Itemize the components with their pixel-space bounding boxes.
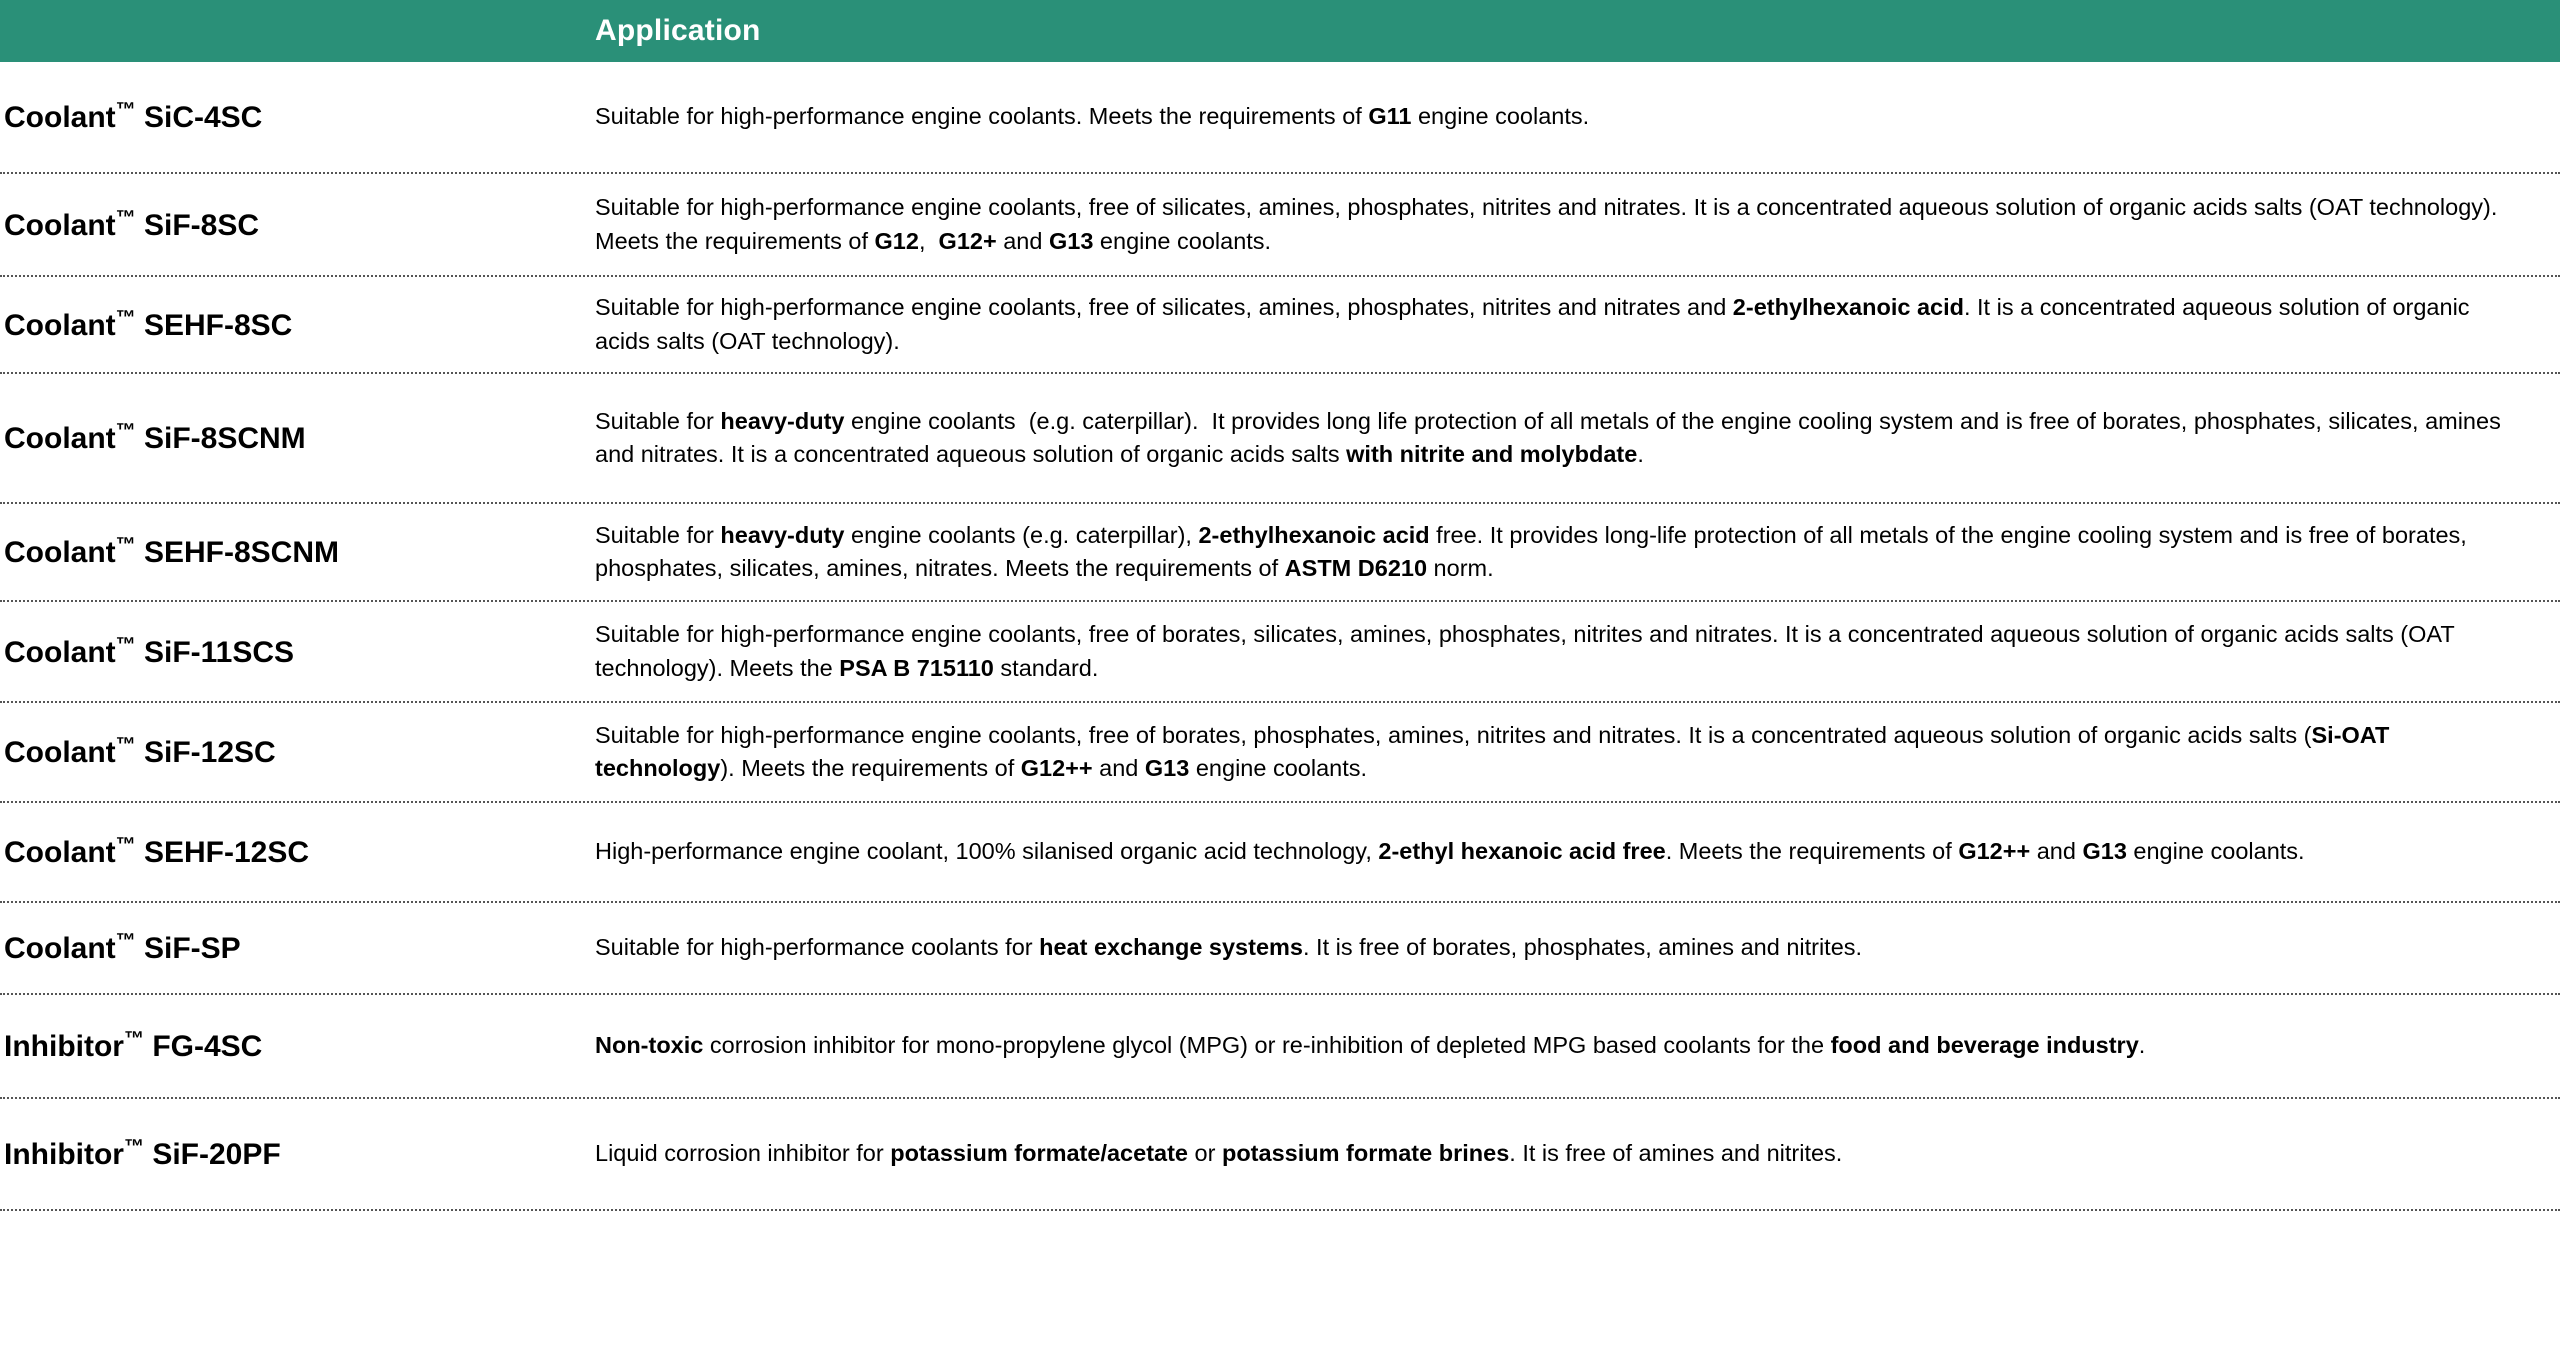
table-row: Inhibitor™ SiF-20PF Liquid corrosion inh… — [0, 1099, 2560, 1211]
application-cell: Non-toxic corrosion inhibitor for mono-p… — [595, 1032, 2146, 1059]
product-name-cell: Coolant™ SEHF-8SC — [0, 306, 595, 344]
product-grade: SiC-4SC — [135, 101, 263, 134]
product-name-cell: Coolant™ SiC-4SC — [0, 98, 595, 136]
product-grade: SiF-20PF — [143, 1138, 281, 1171]
product-name-cell: Coolant™ SiF-8SCNM — [0, 419, 595, 457]
product-name-cell: Coolant™ SiF-8SC — [0, 206, 595, 244]
table-row: Coolant™ SiF-SP Suitable for high-perfor… — [0, 903, 2560, 995]
product-brand: Coolant — [4, 736, 116, 769]
product-brand: Coolant — [4, 536, 116, 569]
product-grade: SiF-12SC — [135, 736, 276, 769]
table-row: Coolant™ SiF-12SC Suitable for high-perf… — [0, 703, 2560, 803]
table-row: Coolant™ SiF-8SC Suitable for high-perfo… — [0, 174, 2560, 277]
table-row: Coolant™ SEHF-8SC Suitable for high-perf… — [0, 277, 2560, 374]
application-cell: Suitable for high-performance engine coo… — [595, 103, 1590, 130]
product-brand: Coolant — [4, 208, 116, 242]
application-cell: Suitable for high-performance engine coo… — [595, 194, 2498, 254]
product-grade: SiF-8SCNM — [135, 422, 306, 455]
table-row: Coolant™ SiF-11SCS Suitable for high-per… — [0, 602, 2560, 703]
product-name-cell: Inhibitor™ SiF-20PF — [0, 1135, 595, 1173]
product-brand: Coolant — [4, 932, 116, 965]
application-cell: Suitable for heavy-duty engine coolants … — [595, 407, 2501, 467]
product-name-cell: Coolant™ SiF-11SCS — [0, 633, 595, 671]
table-row: Inhibitor™ FG-4SC Non-toxic corrosion in… — [0, 995, 2560, 1099]
product-brand: Coolant — [4, 308, 116, 342]
trademark-icon: ™ — [115, 834, 136, 856]
trademark-icon: ™ — [115, 99, 136, 121]
product-name-cell: Coolant™ SEHF-8SCNM — [0, 533, 595, 571]
column-header-application: Application — [595, 14, 761, 47]
table-header-row: Application — [0, 0, 2560, 62]
product-name-cell: Coolant™ SiF-SP — [0, 929, 595, 967]
table-body: Coolant™ SiC-4SC Suitable for high-perfo… — [0, 62, 2560, 1361]
product-brand: Coolant — [4, 635, 116, 669]
table-row: Coolant™ SiF-8SCNM Suitable for heavy-du… — [0, 374, 2560, 504]
application-cell: Suitable for high-performance engine coo… — [595, 621, 2455, 681]
product-name-cell: Inhibitor™ FG-4SC — [0, 1027, 595, 1065]
product-name-cell: Coolant™ SiF-12SC — [0, 733, 595, 771]
trademark-icon: ™ — [123, 1028, 144, 1050]
trademark-icon: ™ — [115, 306, 136, 329]
trademark-icon: ™ — [123, 1136, 144, 1158]
trademark-icon: ™ — [115, 534, 136, 556]
table-row: Coolant™ SiC-4SC Suitable for high-perfo… — [0, 62, 2560, 174]
application-cell: High-performance engine coolant, 100% si… — [595, 838, 2305, 865]
table-row: Coolant™ SEHF-8SCNM Suitable for heavy-d… — [0, 504, 2560, 602]
product-brand: Inhibitor — [4, 1138, 124, 1171]
trademark-icon: ™ — [115, 420, 136, 442]
application-cell: Suitable for heavy-duty engine coolants … — [595, 521, 2467, 581]
product-grade: SiF-8SC — [135, 208, 260, 242]
product-grade: SiF-SP — [135, 932, 241, 965]
table-row: Coolant™ SEHF-12SC High-performance engi… — [0, 803, 2560, 903]
product-grade: SiF-11SCS — [135, 635, 295, 669]
product-grade: SEHF-8SCNM — [135, 536, 340, 569]
product-name-cell: Coolant™ SEHF-12SC — [0, 833, 595, 871]
application-cell: Liquid corrosion inhibitor for potassium… — [595, 1140, 1843, 1167]
trademark-icon: ™ — [115, 206, 136, 229]
trademark-icon: ™ — [115, 930, 136, 952]
application-cell: Suitable for high-performance engine coo… — [595, 721, 2390, 781]
product-brand: Coolant — [4, 836, 116, 869]
product-grade: SEHF-12SC — [135, 836, 310, 869]
product-brand: Coolant — [4, 422, 116, 455]
product-grade: FG-4SC — [143, 1030, 263, 1063]
trademark-icon: ™ — [115, 734, 136, 756]
trademark-icon: ™ — [115, 633, 136, 656]
product-grade: SEHF-8SC — [135, 308, 293, 342]
application-cell: Suitable for high-performance engine coo… — [595, 294, 2470, 354]
product-brand: Coolant — [4, 101, 116, 134]
application-cell: Suitable for high-performance coolants f… — [595, 934, 1863, 961]
product-brand: Inhibitor — [4, 1030, 124, 1063]
